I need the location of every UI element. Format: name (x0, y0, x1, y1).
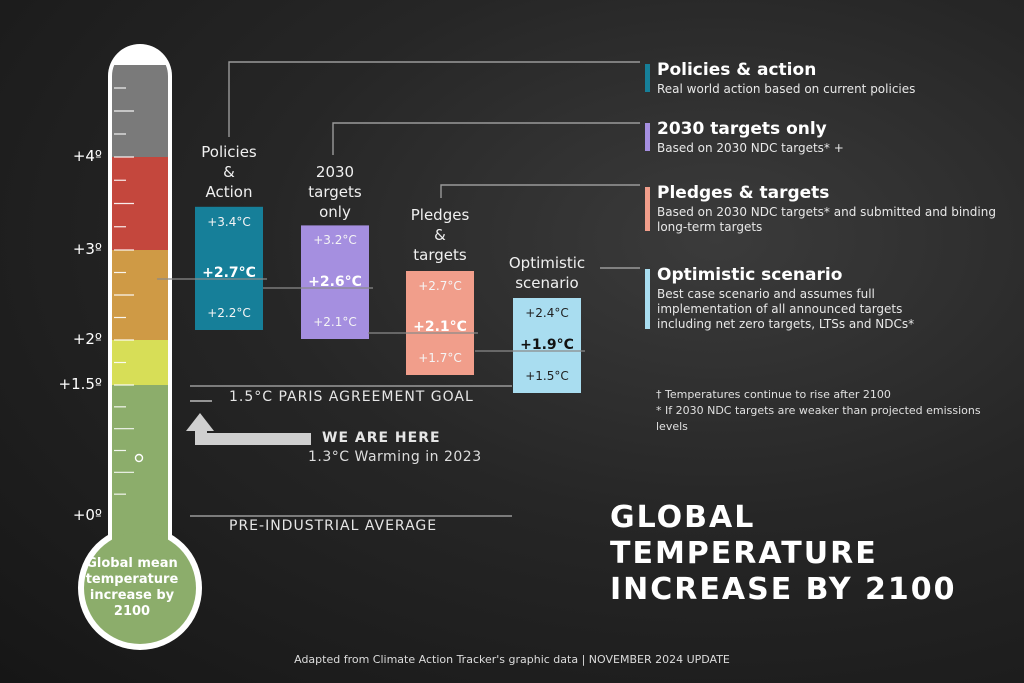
scenario-title: 2030 targets only (308, 163, 362, 221)
footer-credit: Adapted from Climate Action Tracker's gr… (294, 653, 730, 666)
legend-item: 2030 targets only Based on 2030 NDC targe… (645, 119, 1015, 156)
legend-description: Real world action based on current polic… (657, 82, 916, 96)
scenario-bar-3 (513, 298, 581, 393)
scenario-low-label: +2.1°C (313, 315, 357, 329)
scenario-mid-label: +2.1°C (413, 319, 467, 335)
scenario-title: Policies & Action (201, 143, 257, 201)
legend-swatch (645, 187, 650, 231)
reference-label: 1.5°C PARIS AGREEMENT GOAL (229, 389, 474, 405)
scenario-bar-1 (301, 225, 369, 339)
scenario-title: Pledges & targets (410, 206, 470, 264)
scenario-high-label: +2.7°C (418, 279, 462, 293)
legend-swatch (645, 269, 650, 329)
current-arrow (186, 413, 311, 445)
legend-item: Optimistic scenario Best case scenario an… (645, 265, 1015, 332)
y-tick-label: +4º (72, 147, 102, 165)
scenario-low-label: +1.5°C (525, 369, 569, 383)
scenario-low-label: +2.2°C (207, 306, 251, 320)
legend-swatch (645, 64, 650, 92)
scenario-mid-label: +2.6°C (308, 274, 362, 290)
legend-description: Based on 2030 NDC targets* and submitted… (657, 205, 996, 234)
thermometer-bulb (84, 532, 196, 644)
y-tick-label: +2º (72, 330, 102, 348)
legend-item: Policies & action Real world action based… (645, 60, 1015, 97)
current-marker-dot (134, 453, 144, 463)
chart-title: GLOBAL TEMPERATURE INCREASE BY 2100 (610, 500, 957, 607)
thermometer-label: Global mean temperature increase by 2100 (85, 556, 179, 619)
y-tick-label: +3º (72, 240, 102, 258)
legend-connector (332, 122, 640, 155)
reference-label: PRE-INDUSTRIAL AVERAGE (229, 518, 438, 534)
current-label: WE ARE HERE (322, 430, 441, 446)
scenario-mid-label: +1.9°C (520, 337, 574, 353)
legend-title: Pledges & targets (657, 183, 830, 203)
legend-connector (228, 61, 640, 137)
scenario-bar-0 (195, 206, 263, 330)
legend-connector (440, 184, 640, 198)
legend-title: Policies & action (657, 60, 817, 80)
legend-swatch (645, 123, 650, 151)
scenario-title: Optimistic scenario (508, 254, 586, 292)
scenario-bar-2 (406, 271, 474, 375)
legend-item: Pledges & targets Based on 2030 NDC targe… (645, 183, 1015, 235)
legend-description: Based on 2030 NDC targets* + (657, 141, 844, 155)
legend-title: Optimistic scenario (657, 265, 843, 285)
thermometer-fill (112, 65, 168, 568)
scenario-low-label: +1.7°C (418, 351, 462, 365)
footnote: † Temperatures continue to rise after 21… (656, 388, 891, 401)
footnote: * If 2030 NDC targets are weaker than pr… (656, 404, 981, 433)
scenario-high-label: +2.4°C (525, 306, 569, 320)
y-tick-label: +0º (72, 506, 102, 524)
scenario-high-label: +3.2°C (313, 233, 357, 248)
scenario-mid-label: +2.7°C (202, 265, 256, 281)
legend-description: Best case scenario and assumes full impl… (657, 287, 915, 331)
legend-title: 2030 targets only (657, 119, 827, 139)
scenario-high-label: +3.4°C (207, 214, 251, 229)
current-sublabel: 1.3°C Warming in 2023 (308, 449, 482, 465)
y-tick-label: +1.5º (58, 375, 103, 393)
